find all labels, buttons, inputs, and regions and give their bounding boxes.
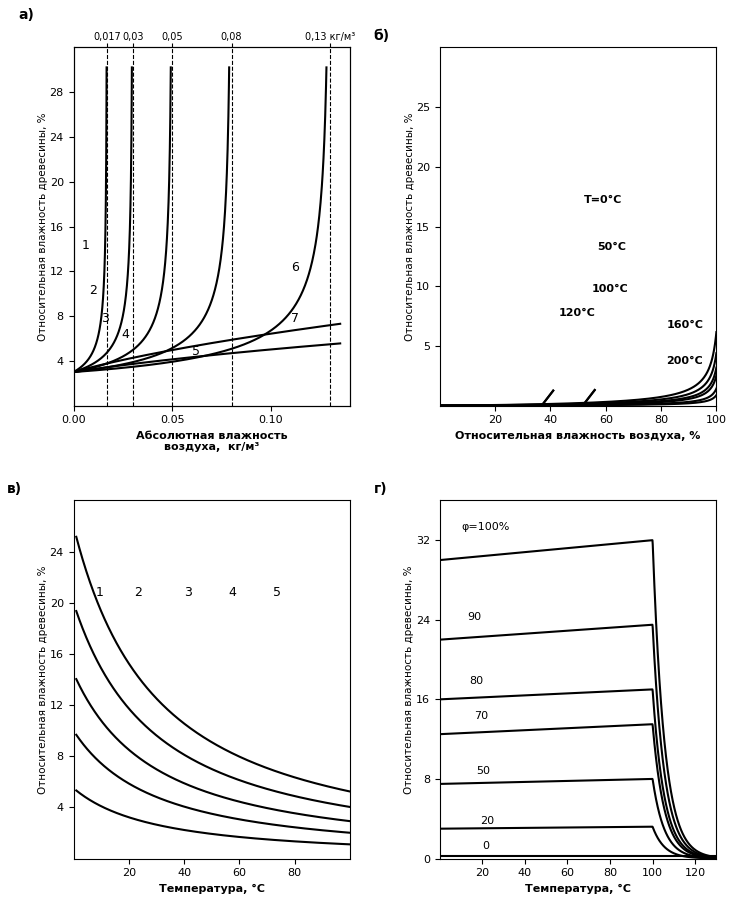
Text: 100°C: 100°C xyxy=(592,284,629,294)
Text: а): а) xyxy=(18,8,34,22)
Text: 0: 0 xyxy=(483,841,489,851)
Text: 3: 3 xyxy=(184,586,192,599)
Y-axis label: Относительная влажность древесины, %: Относительная влажность древесины, % xyxy=(404,566,415,794)
X-axis label: Относительная влажность воздуха, %: Относительная влажность воздуха, % xyxy=(455,431,701,441)
Text: 4: 4 xyxy=(228,586,236,599)
Text: в): в) xyxy=(7,482,22,496)
Text: 160°C: 160°C xyxy=(666,320,703,330)
Text: φ=100%: φ=100% xyxy=(461,522,509,532)
Text: 3: 3 xyxy=(101,311,109,325)
Text: 90: 90 xyxy=(467,612,482,622)
X-axis label: Температура, °C: Температура, °C xyxy=(159,884,265,894)
Text: 50: 50 xyxy=(476,766,490,776)
Y-axis label: Относительная влажность древесины, %: Относительная влажность древесины, % xyxy=(38,566,48,794)
Y-axis label: Относительная влажность древесины, %: Относительная влажность древесины, % xyxy=(404,112,415,341)
X-axis label: Температура, °C: Температура, °C xyxy=(525,884,631,894)
Y-axis label: Относительная влажность древесины, %: Относительная влажность древесины, % xyxy=(38,112,48,341)
X-axis label: Абсолютная влажность
воздуха,  кг/м³: Абсолютная влажность воздуха, кг/м³ xyxy=(136,431,288,452)
Text: 5: 5 xyxy=(272,586,280,599)
Text: 200°C: 200°C xyxy=(666,356,703,366)
Text: 120°C: 120°C xyxy=(559,308,596,318)
Text: 80: 80 xyxy=(469,676,483,686)
Text: 1: 1 xyxy=(96,586,103,599)
Text: 7: 7 xyxy=(291,311,299,325)
Text: 20: 20 xyxy=(480,815,494,825)
Text: 6: 6 xyxy=(291,262,299,274)
Text: 2: 2 xyxy=(89,283,97,297)
Text: 50°C: 50°C xyxy=(598,243,627,252)
Text: 1: 1 xyxy=(81,239,89,252)
Text: 5: 5 xyxy=(192,345,200,358)
Text: 4: 4 xyxy=(121,329,129,341)
Text: г): г) xyxy=(373,482,387,496)
Text: б): б) xyxy=(373,29,390,43)
Text: T=0°C: T=0°C xyxy=(584,195,622,205)
Text: 70: 70 xyxy=(474,711,488,721)
Text: 2: 2 xyxy=(134,586,142,599)
